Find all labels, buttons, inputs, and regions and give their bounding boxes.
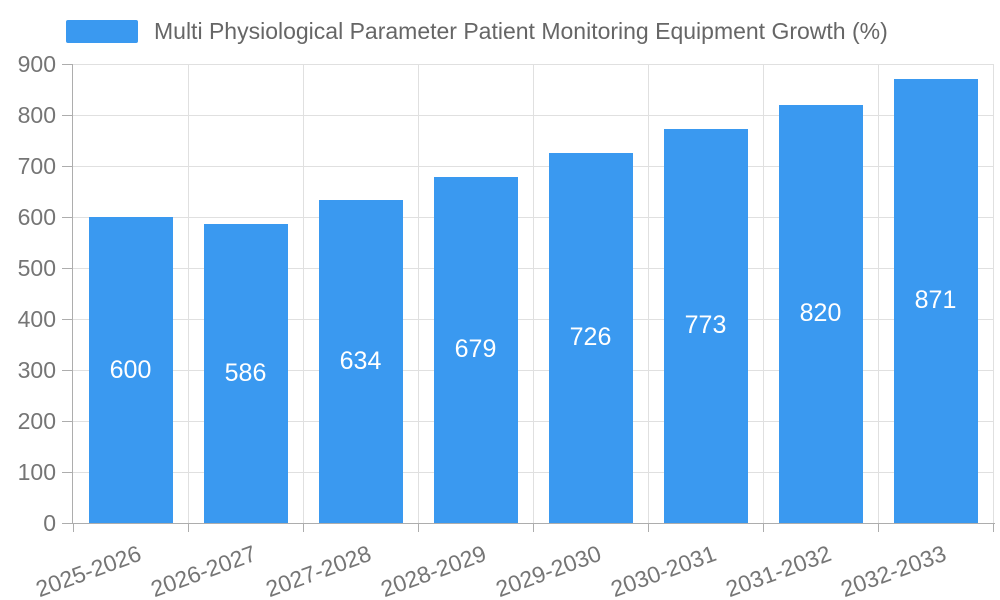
bar[interactable]: 679 <box>433 176 518 523</box>
y-axis-label: 900 <box>17 51 56 77</box>
bar-value-label: 600 <box>109 355 152 384</box>
y-axis-tick <box>62 63 72 65</box>
y-axis-tick <box>62 471 72 473</box>
bar-value-label: 679 <box>454 335 497 364</box>
bar[interactable]: 600 <box>88 217 173 523</box>
x-axis-tick <box>302 524 304 532</box>
gridline-vertical <box>532 64 534 523</box>
x-axis-line <box>62 523 995 524</box>
x-axis-label: 2026-2027 <box>146 540 260 600</box>
y-axis-tick <box>62 267 72 269</box>
bar[interactable]: 586 <box>203 224 288 523</box>
bar-value-label: 726 <box>569 323 612 352</box>
x-axis-tick <box>72 524 74 532</box>
bar-value-label: 586 <box>224 359 267 388</box>
bar[interactable]: 726 <box>548 152 633 523</box>
y-axis-line <box>72 64 73 524</box>
bar[interactable]: 634 <box>318 199 403 523</box>
y-axis-tick <box>62 369 72 371</box>
x-axis-tick <box>417 524 419 532</box>
x-axis-label: 2028-2029 <box>376 540 490 600</box>
gridline-vertical <box>187 64 189 523</box>
x-axis-label: 2029-2030 <box>491 540 605 600</box>
x-axis-label: 2025-2026 <box>31 540 145 600</box>
bar-value-label: 634 <box>339 346 382 375</box>
y-axis-tick <box>62 318 72 320</box>
gridline-vertical <box>647 64 649 523</box>
x-axis-tick <box>187 524 189 532</box>
x-axis-tick <box>647 524 649 532</box>
bar-value-label: 773 <box>684 311 727 340</box>
x-axis-tick <box>532 524 534 532</box>
bar[interactable]: 773 <box>663 128 748 523</box>
y-axis-label: 100 <box>17 459 56 485</box>
y-axis-label: 500 <box>17 255 56 281</box>
y-axis-label: 200 <box>17 408 56 434</box>
y-axis-label: 800 <box>17 102 56 128</box>
bar[interactable]: 820 <box>778 104 863 523</box>
legend-item[interactable]: Multi Physiological Parameter Patient Mo… <box>66 17 888 45</box>
x-axis-label: 2027-2028 <box>261 540 375 600</box>
x-axis-tick <box>877 524 879 532</box>
x-axis-label: 2031-2032 <box>721 540 835 600</box>
gridline-vertical <box>992 64 994 523</box>
bar-value-label: 820 <box>799 299 842 328</box>
y-axis-label: 600 <box>17 204 56 230</box>
gridline-vertical <box>762 64 764 523</box>
x-axis-label: 2032-2033 <box>836 540 950 600</box>
legend-label: Multi Physiological Parameter Patient Mo… <box>154 18 888 44</box>
bar-value-label: 871 <box>914 286 957 315</box>
x-axis-label: 2030-2031 <box>606 540 720 600</box>
y-axis-tick <box>62 216 72 218</box>
y-axis-tick <box>62 165 72 167</box>
gridline-vertical <box>877 64 879 523</box>
x-axis-tick <box>762 524 764 532</box>
x-axis-tick <box>992 524 994 532</box>
y-axis-label: 400 <box>17 306 56 332</box>
legend-swatch-icon <box>66 19 138 43</box>
y-axis-label: 300 <box>17 357 56 383</box>
y-axis-tick <box>62 420 72 422</box>
bar[interactable]: 871 <box>893 78 978 523</box>
y-axis-label: 700 <box>17 153 56 179</box>
gridline-vertical <box>417 64 419 523</box>
y-axis-tick <box>62 114 72 116</box>
gridline-vertical <box>302 64 304 523</box>
y-axis-label: 0 <box>43 510 56 536</box>
